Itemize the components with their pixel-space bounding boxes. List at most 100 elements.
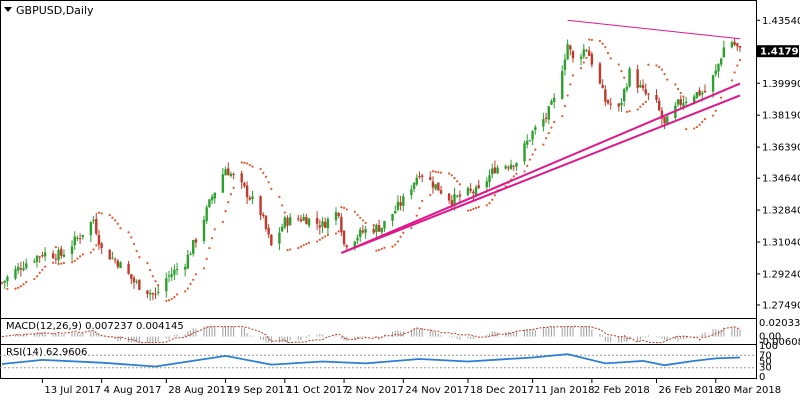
candle-body [394, 210, 397, 214]
price-tick-label: 1.32840 [762, 206, 800, 217]
candle-body [78, 238, 82, 240]
candle-body [617, 103, 620, 107]
psar-dot [720, 96, 723, 99]
candle-body [51, 253, 55, 259]
candle-body [582, 49, 585, 57]
psar-dot [170, 297, 173, 301]
psar-dot [41, 268, 44, 272]
psar-dot [701, 120, 704, 124]
candle-body [563, 59, 567, 70]
candle-body [334, 212, 338, 221]
candle-body [170, 274, 173, 277]
psar-dot [733, 71, 736, 74]
candle-body [447, 193, 451, 201]
candle-body [280, 226, 284, 232]
candle-body [636, 69, 639, 88]
psar-dot [35, 275, 39, 278]
psar-dot [270, 187, 273, 191]
psar-dot [318, 238, 321, 241]
psar-dot [604, 46, 607, 49]
candle-body [89, 221, 93, 236]
candle-body [660, 110, 664, 119]
candle-body [695, 92, 699, 98]
psar-dot [246, 162, 249, 165]
candle-body [259, 196, 262, 215]
candle-body [730, 42, 734, 48]
psar-dot [547, 132, 550, 135]
symbol-dropdown-icon[interactable] [4, 7, 12, 12]
rsi-tick-label: 0 [759, 372, 765, 383]
psar-dot [372, 223, 375, 227]
psar-dot [345, 208, 348, 211]
psar-dot [213, 228, 216, 231]
candle-body [410, 189, 413, 196]
psar-dot [54, 246, 57, 249]
candle-body [288, 217, 292, 226]
psar-dot [431, 170, 435, 173]
candle-body [81, 234, 85, 238]
psar-dot [466, 209, 470, 212]
candle-body [655, 95, 658, 100]
candle-body [353, 241, 357, 248]
psar-dot [658, 65, 661, 69]
psar-dot [453, 176, 456, 180]
candle-body [698, 90, 701, 96]
candle-body [507, 167, 510, 169]
psar-dot [693, 127, 696, 130]
candle-body [679, 99, 682, 105]
x-tick-label: 19 Sep 2017 [228, 385, 291, 396]
candle-body [515, 162, 518, 167]
candle-body [33, 261, 36, 263]
psar-dot [695, 125, 699, 129]
candle-body [305, 216, 308, 225]
macd-label: MACD(12,26,9) 0.007237 0.004145 [6, 321, 184, 332]
psar-dot [491, 198, 494, 201]
candle-body [210, 196, 214, 201]
candle-body [429, 177, 432, 180]
psar-dot [316, 240, 319, 243]
psar-dot [240, 161, 243, 164]
candle-body [579, 56, 583, 59]
psar-dot [625, 110, 628, 113]
psar-dot [380, 247, 383, 251]
candle-body [299, 219, 303, 222]
psar-dot [38, 271, 41, 274]
candle-body [585, 49, 588, 51]
x-tick-label: 20 Mar 2018 [718, 385, 781, 396]
candle-body [22, 268, 25, 270]
psar-dot [356, 213, 359, 217]
macd-tick-label: 0.00 [759, 332, 781, 343]
psar-dot [571, 74, 575, 77]
candle-body [722, 47, 726, 58]
candle-body [57, 250, 60, 261]
psar-dot [17, 286, 20, 289]
psar-dot [208, 246, 211, 250]
candle-body [666, 116, 669, 125]
candle-body [297, 218, 300, 220]
psar-dot [582, 61, 585, 64]
psar-dot [175, 293, 179, 296]
candle-body [213, 192, 216, 199]
x-tick-label: 26 Feb 2018 [659, 385, 721, 396]
psar-dot [383, 246, 386, 249]
psar-dot [439, 171, 443, 174]
candle-body [415, 177, 418, 185]
psar-dot [738, 58, 742, 62]
psar-dot [515, 172, 518, 175]
psar-dot [57, 262, 60, 266]
psar-dot [278, 195, 281, 199]
candle-body [318, 225, 322, 228]
psar-dot [682, 95, 685, 98]
macd-tick-label: 0.020336 [759, 318, 800, 329]
candle-body [345, 245, 348, 248]
psar-dot [647, 63, 650, 66]
candle-body [173, 269, 176, 275]
price-tick-label: 1.38190 [762, 111, 800, 122]
current-price-box [757, 45, 799, 58]
psar-dot [375, 249, 378, 252]
psar-dot [377, 249, 381, 252]
psar-dot [469, 208, 472, 212]
candle-body [116, 260, 120, 267]
candle-body [437, 182, 440, 191]
candle-body [477, 185, 480, 188]
